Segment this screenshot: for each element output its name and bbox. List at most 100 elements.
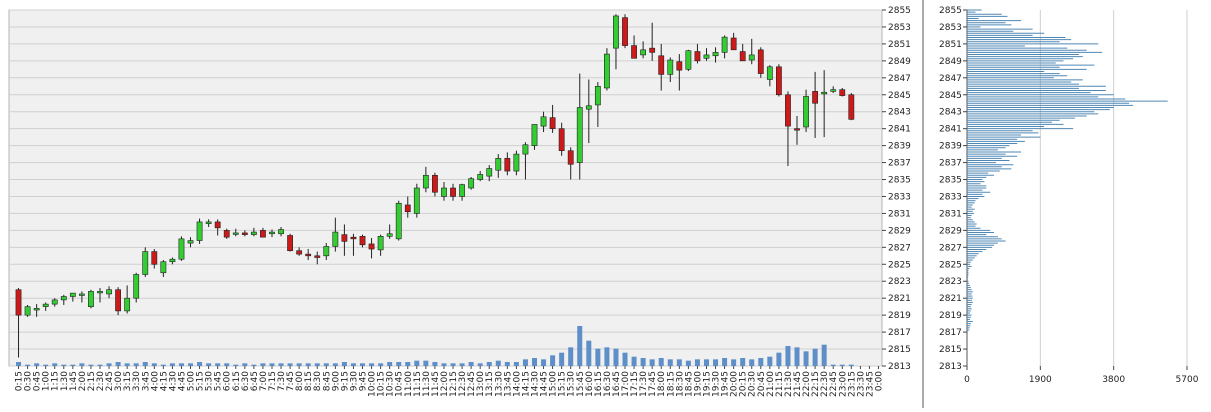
candle-body [450, 187, 456, 197]
x-tick-label: 23:30 [856, 371, 866, 397]
candle-body [404, 204, 411, 213]
volume-bar [522, 359, 528, 366]
candle-body [531, 124, 538, 146]
x-tick-label: 16:00 [585, 371, 595, 397]
candle-body [640, 49, 647, 56]
candle-body [314, 255, 321, 258]
x-tick-label: 5:30 [205, 371, 215, 391]
candle-body [350, 236, 357, 240]
candle-body [522, 144, 529, 155]
volume-bar [839, 364, 845, 366]
candle-body [495, 158, 502, 171]
candle-body [196, 221, 203, 241]
x-tick-label: 8:00 [295, 371, 305, 391]
profile-y-tick-label: 2833 [939, 192, 962, 202]
candle-body [88, 291, 94, 307]
x-tick-label: 6:15 [232, 371, 242, 391]
x-tick-label: 14:00 [512, 371, 522, 397]
candle-body [757, 49, 764, 74]
volume-bar [667, 359, 673, 366]
x-tick-label: 20:30 [748, 371, 758, 397]
y-tick-label: 2841 [888, 125, 911, 135]
x-tick-label: 19:00 [693, 371, 703, 397]
candle-body [278, 229, 284, 235]
profile-x-tick-label: 3800 [1102, 375, 1125, 385]
x-tick-label: 18:15 [666, 371, 676, 397]
volume-bar [776, 352, 782, 366]
candle-body [332, 231, 339, 247]
candle-body [558, 128, 565, 152]
volume-bar [731, 359, 737, 366]
volume-bar [812, 348, 818, 366]
profile-y-tick-label: 2851 [939, 40, 962, 50]
x-tick-label: 7:30 [277, 371, 287, 391]
x-tick-label: 19:45 [721, 371, 731, 397]
volume-bar [215, 363, 221, 366]
volume-bar [830, 364, 836, 366]
candle-body [187, 240, 194, 244]
x-tick-label: 18:45 [684, 371, 694, 397]
candle-body [223, 230, 230, 238]
candle-body [305, 253, 312, 257]
candle-body [15, 289, 22, 316]
volume-bar [613, 348, 619, 366]
y-tick-label: 2855 [888, 6, 911, 16]
candle-body [821, 91, 828, 95]
volume-bar [269, 363, 275, 366]
volume-bar [622, 352, 628, 366]
x-tick-label: 6:00 [223, 371, 233, 391]
x-tick-label: 2:45 [105, 371, 115, 391]
x-tick-label: 18:00 [657, 371, 667, 397]
x-tick-label: 1:00 [42, 371, 52, 391]
volume-bar [260, 363, 266, 366]
candle-body [133, 274, 140, 299]
candle-body [51, 299, 58, 305]
candle-body [830, 89, 837, 92]
x-tick-label: 17:00 [621, 371, 631, 397]
x-tick-label: 4:30 [168, 371, 178, 391]
candle-body [703, 54, 710, 59]
volume-bar [821, 344, 827, 366]
candle-body [69, 292, 76, 297]
candle-body [359, 236, 366, 246]
x-tick-label: 1:45 [69, 371, 79, 391]
profile-y-tick-label: 2829 [939, 226, 962, 236]
volume-bar [142, 362, 148, 366]
volume-bar [658, 358, 664, 366]
candle-body [730, 37, 737, 51]
x-tick-label: 3:15 [123, 371, 133, 391]
x-tick-label: 9:45 [359, 371, 369, 391]
profile-y-tick-label: 2839 [939, 142, 962, 152]
x-tick-label: 1:30 [60, 371, 70, 391]
y-tick-label: 2823 [888, 277, 911, 287]
x-tick-label: 23:45 [865, 371, 875, 397]
candle-body [33, 308, 40, 311]
volume-bar [586, 340, 592, 366]
volume-bar [794, 347, 800, 366]
candle-body [594, 85, 601, 106]
candle-body [658, 55, 665, 75]
profile-y-tick-label: 2821 [939, 294, 962, 304]
candle-body [504, 158, 511, 172]
volume-bar [242, 363, 248, 366]
volume-bar [848, 364, 854, 366]
x-tick-label: 14:15 [521, 371, 531, 397]
x-tick-label: 15:30 [567, 371, 577, 397]
x-tick-label: 11:30 [422, 371, 432, 397]
x-tick-label: 4:15 [159, 371, 169, 391]
y-tick-label: 2831 [888, 209, 911, 219]
candle-body [413, 187, 420, 214]
profile-y-tick-label: 2823 [939, 277, 962, 287]
y-tick-label: 2843 [888, 108, 911, 118]
candle-body [422, 174, 429, 189]
candle-body [567, 150, 574, 165]
candle-body [124, 297, 131, 312]
volume-bar [233, 364, 239, 366]
volume-bar [52, 363, 58, 366]
volume-bar [405, 362, 411, 366]
y-tick-label: 2833 [888, 192, 911, 202]
candle-body [269, 231, 275, 235]
volume-bar [450, 363, 456, 366]
profile-y-tick-label: 2817 [939, 328, 962, 338]
